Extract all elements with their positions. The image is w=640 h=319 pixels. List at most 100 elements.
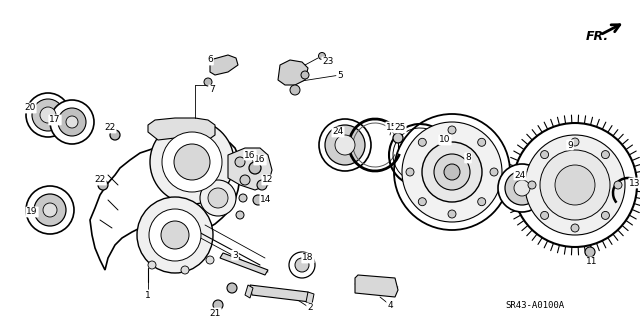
Circle shape xyxy=(602,211,609,219)
Circle shape xyxy=(571,138,579,146)
Polygon shape xyxy=(148,118,215,140)
Circle shape xyxy=(525,135,625,235)
Circle shape xyxy=(181,266,189,274)
Circle shape xyxy=(148,261,156,269)
Circle shape xyxy=(614,181,622,189)
Text: 13: 13 xyxy=(629,179,640,188)
Polygon shape xyxy=(278,60,308,85)
Circle shape xyxy=(602,151,609,159)
Circle shape xyxy=(477,198,486,206)
Circle shape xyxy=(290,85,300,95)
Text: 12: 12 xyxy=(262,175,274,184)
Circle shape xyxy=(514,180,530,196)
Text: 16: 16 xyxy=(244,151,256,160)
Text: 20: 20 xyxy=(24,103,36,113)
Circle shape xyxy=(295,258,309,272)
Circle shape xyxy=(448,210,456,218)
Circle shape xyxy=(253,195,263,205)
Circle shape xyxy=(540,150,610,220)
Circle shape xyxy=(110,130,120,140)
Circle shape xyxy=(227,283,237,293)
Text: 3: 3 xyxy=(232,250,238,259)
Circle shape xyxy=(505,171,539,205)
Text: 24: 24 xyxy=(332,128,344,137)
Polygon shape xyxy=(228,148,272,190)
Polygon shape xyxy=(90,137,240,270)
Polygon shape xyxy=(250,285,310,302)
Circle shape xyxy=(26,93,70,137)
Circle shape xyxy=(444,164,460,180)
Circle shape xyxy=(174,144,210,180)
Circle shape xyxy=(206,256,214,264)
Text: 8: 8 xyxy=(465,153,471,162)
Circle shape xyxy=(34,194,66,226)
Circle shape xyxy=(513,123,637,247)
Circle shape xyxy=(419,198,426,206)
Text: 10: 10 xyxy=(439,136,451,145)
Circle shape xyxy=(50,100,94,144)
Circle shape xyxy=(571,224,579,232)
Text: 23: 23 xyxy=(323,57,333,66)
Circle shape xyxy=(555,165,595,205)
Circle shape xyxy=(434,154,470,190)
Circle shape xyxy=(528,181,536,189)
Text: 6: 6 xyxy=(207,56,213,64)
Circle shape xyxy=(58,108,86,136)
Circle shape xyxy=(213,300,223,310)
Text: 22: 22 xyxy=(94,175,106,184)
Text: 19: 19 xyxy=(26,207,38,217)
Circle shape xyxy=(239,194,247,202)
Text: 5: 5 xyxy=(337,70,343,79)
Text: 17: 17 xyxy=(49,115,61,124)
Circle shape xyxy=(301,71,309,79)
Polygon shape xyxy=(355,275,398,297)
Circle shape xyxy=(98,180,108,190)
Circle shape xyxy=(200,180,236,216)
Circle shape xyxy=(161,221,189,249)
Circle shape xyxy=(319,119,371,171)
Circle shape xyxy=(498,164,546,212)
Polygon shape xyxy=(306,292,314,304)
Text: 16: 16 xyxy=(254,155,266,165)
Circle shape xyxy=(235,157,245,167)
Circle shape xyxy=(257,180,267,190)
Text: 24: 24 xyxy=(515,170,525,180)
Text: 21: 21 xyxy=(209,308,221,317)
Circle shape xyxy=(402,122,502,222)
Text: FR.: FR. xyxy=(586,31,609,43)
Circle shape xyxy=(422,142,482,202)
Circle shape xyxy=(419,138,426,146)
Text: 15: 15 xyxy=(387,122,397,131)
Text: 1: 1 xyxy=(145,291,151,300)
Circle shape xyxy=(40,107,56,123)
Text: 25: 25 xyxy=(394,123,406,132)
Circle shape xyxy=(137,197,213,273)
Circle shape xyxy=(477,138,486,146)
Circle shape xyxy=(335,135,355,155)
Polygon shape xyxy=(210,55,238,75)
Circle shape xyxy=(204,78,212,86)
Circle shape xyxy=(26,186,74,234)
Circle shape xyxy=(448,126,456,134)
Text: 22: 22 xyxy=(104,123,116,132)
Circle shape xyxy=(541,151,548,159)
Circle shape xyxy=(236,211,244,219)
Circle shape xyxy=(208,188,228,208)
Polygon shape xyxy=(220,253,268,275)
Circle shape xyxy=(32,99,64,131)
Circle shape xyxy=(325,125,365,165)
Circle shape xyxy=(149,209,201,261)
Circle shape xyxy=(490,168,498,176)
Text: 4: 4 xyxy=(387,300,393,309)
Text: 18: 18 xyxy=(302,254,314,263)
Text: 2: 2 xyxy=(307,303,313,313)
Circle shape xyxy=(66,116,78,128)
Text: 9: 9 xyxy=(567,140,573,150)
Circle shape xyxy=(150,120,234,204)
Circle shape xyxy=(394,114,510,230)
Circle shape xyxy=(541,211,548,219)
Polygon shape xyxy=(245,285,253,298)
Text: SR43-A0100A: SR43-A0100A xyxy=(506,300,564,309)
Circle shape xyxy=(393,133,403,143)
Circle shape xyxy=(319,53,326,60)
